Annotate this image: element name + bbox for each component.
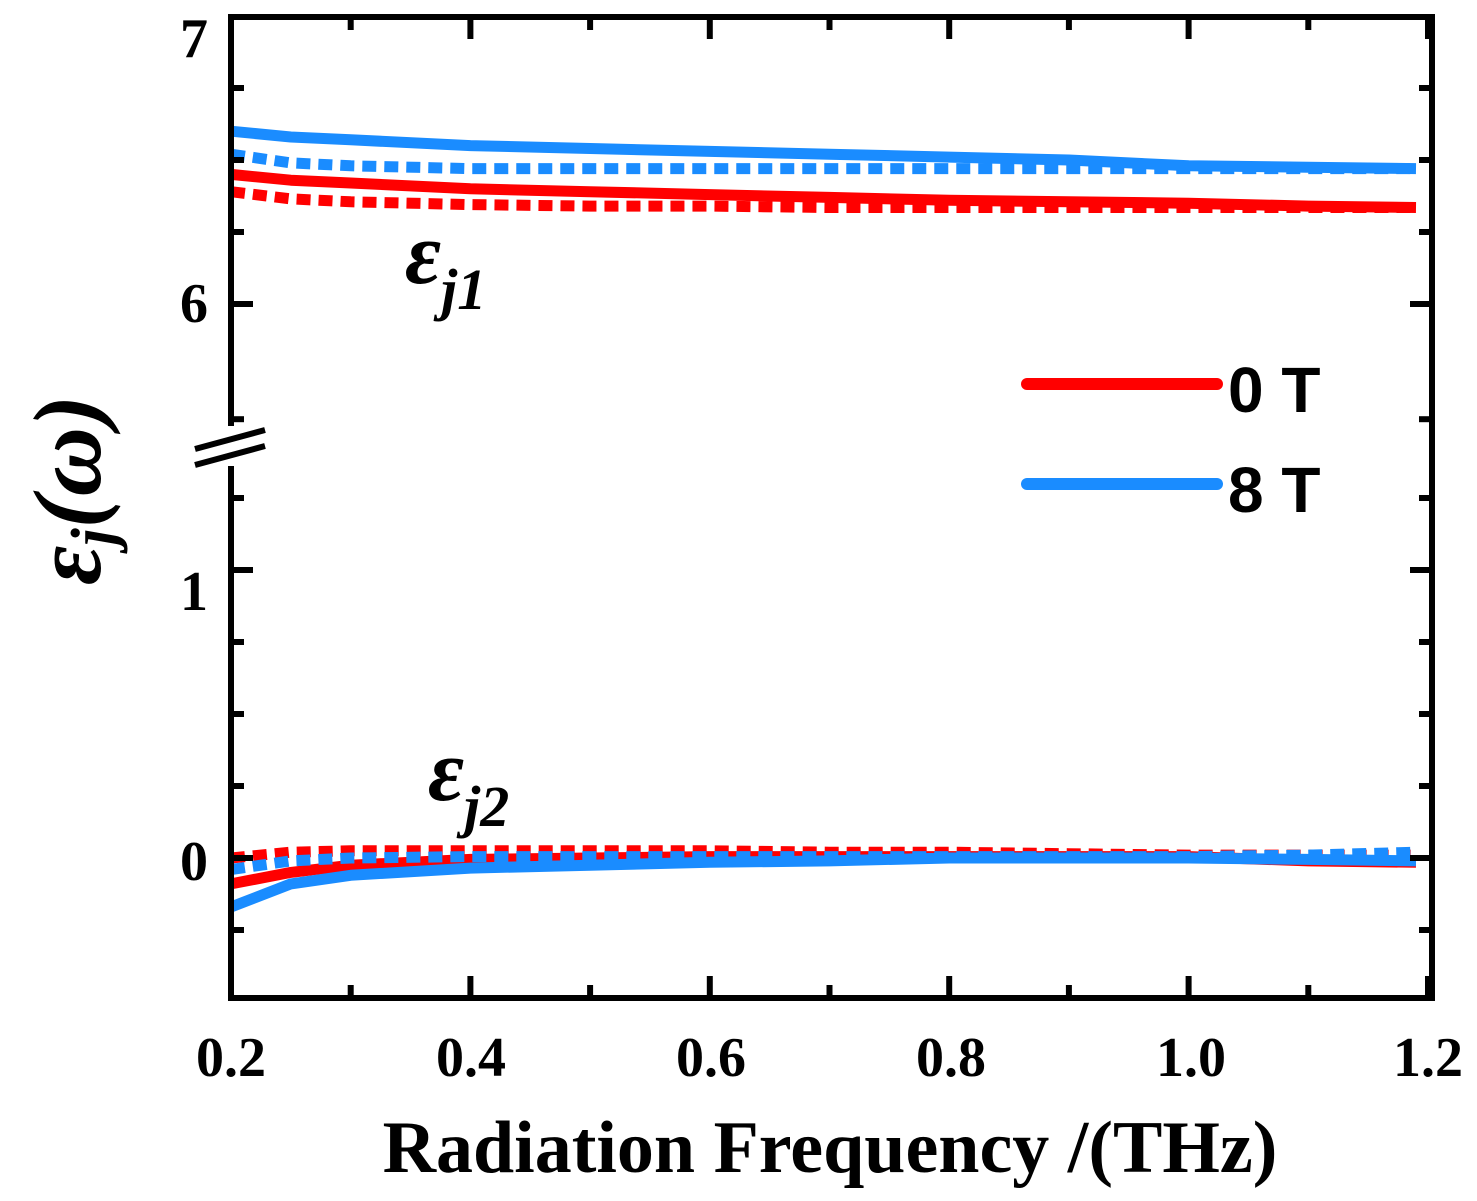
- x-tick-label: 0.6: [676, 1027, 746, 1089]
- y-tick-label: 6: [180, 273, 208, 335]
- svg-text:εj(ω): εj(ω): [14, 395, 128, 585]
- legend-label-8t: 8 T: [1228, 454, 1320, 526]
- y-axis-title: εj(ω): [14, 395, 128, 585]
- series-line-0t-ej1-dashed: [230, 186, 1416, 213]
- annotation-ej1-main: ε: [405, 206, 441, 303]
- tick-layer: [228, 17, 1432, 998]
- annotation-ej2-main: ε: [428, 723, 464, 820]
- y-axis-title-paren: (ω): [14, 395, 121, 528]
- x-tick-label: 0.4: [436, 1027, 506, 1089]
- x-tick-label: 1.0: [1156, 1027, 1226, 1089]
- legend-label-0t: 0 T: [1228, 354, 1320, 426]
- series-layer: [229, 125, 1417, 913]
- y-tick-label: 1: [180, 561, 208, 623]
- annotation-ej1: εj1: [405, 206, 486, 322]
- annotation-ej1-sub: j1: [433, 257, 486, 322]
- annotation-ej2-sub: j2: [456, 774, 509, 839]
- axis-break-mark: [190, 426, 270, 468]
- annotation-ej2: εj2: [428, 723, 509, 839]
- y-tick-label: 0: [180, 831, 208, 893]
- series-line-8t-ej1-dashed: [230, 148, 1416, 175]
- x-tick-label: 0.2: [196, 1027, 266, 1089]
- x-tick-label: 1.2: [1393, 1027, 1463, 1089]
- x-tick-label: 0.8: [916, 1027, 986, 1089]
- legend: 0 T 8 T: [1021, 354, 1320, 526]
- x-axis-title: Radiation Frequency /(THz): [383, 1107, 1278, 1189]
- series-line-8t-ej2-dashed: [230, 846, 1417, 875]
- y-axis-title-main: ε: [14, 546, 121, 585]
- y-tick-label: 7: [180, 8, 208, 70]
